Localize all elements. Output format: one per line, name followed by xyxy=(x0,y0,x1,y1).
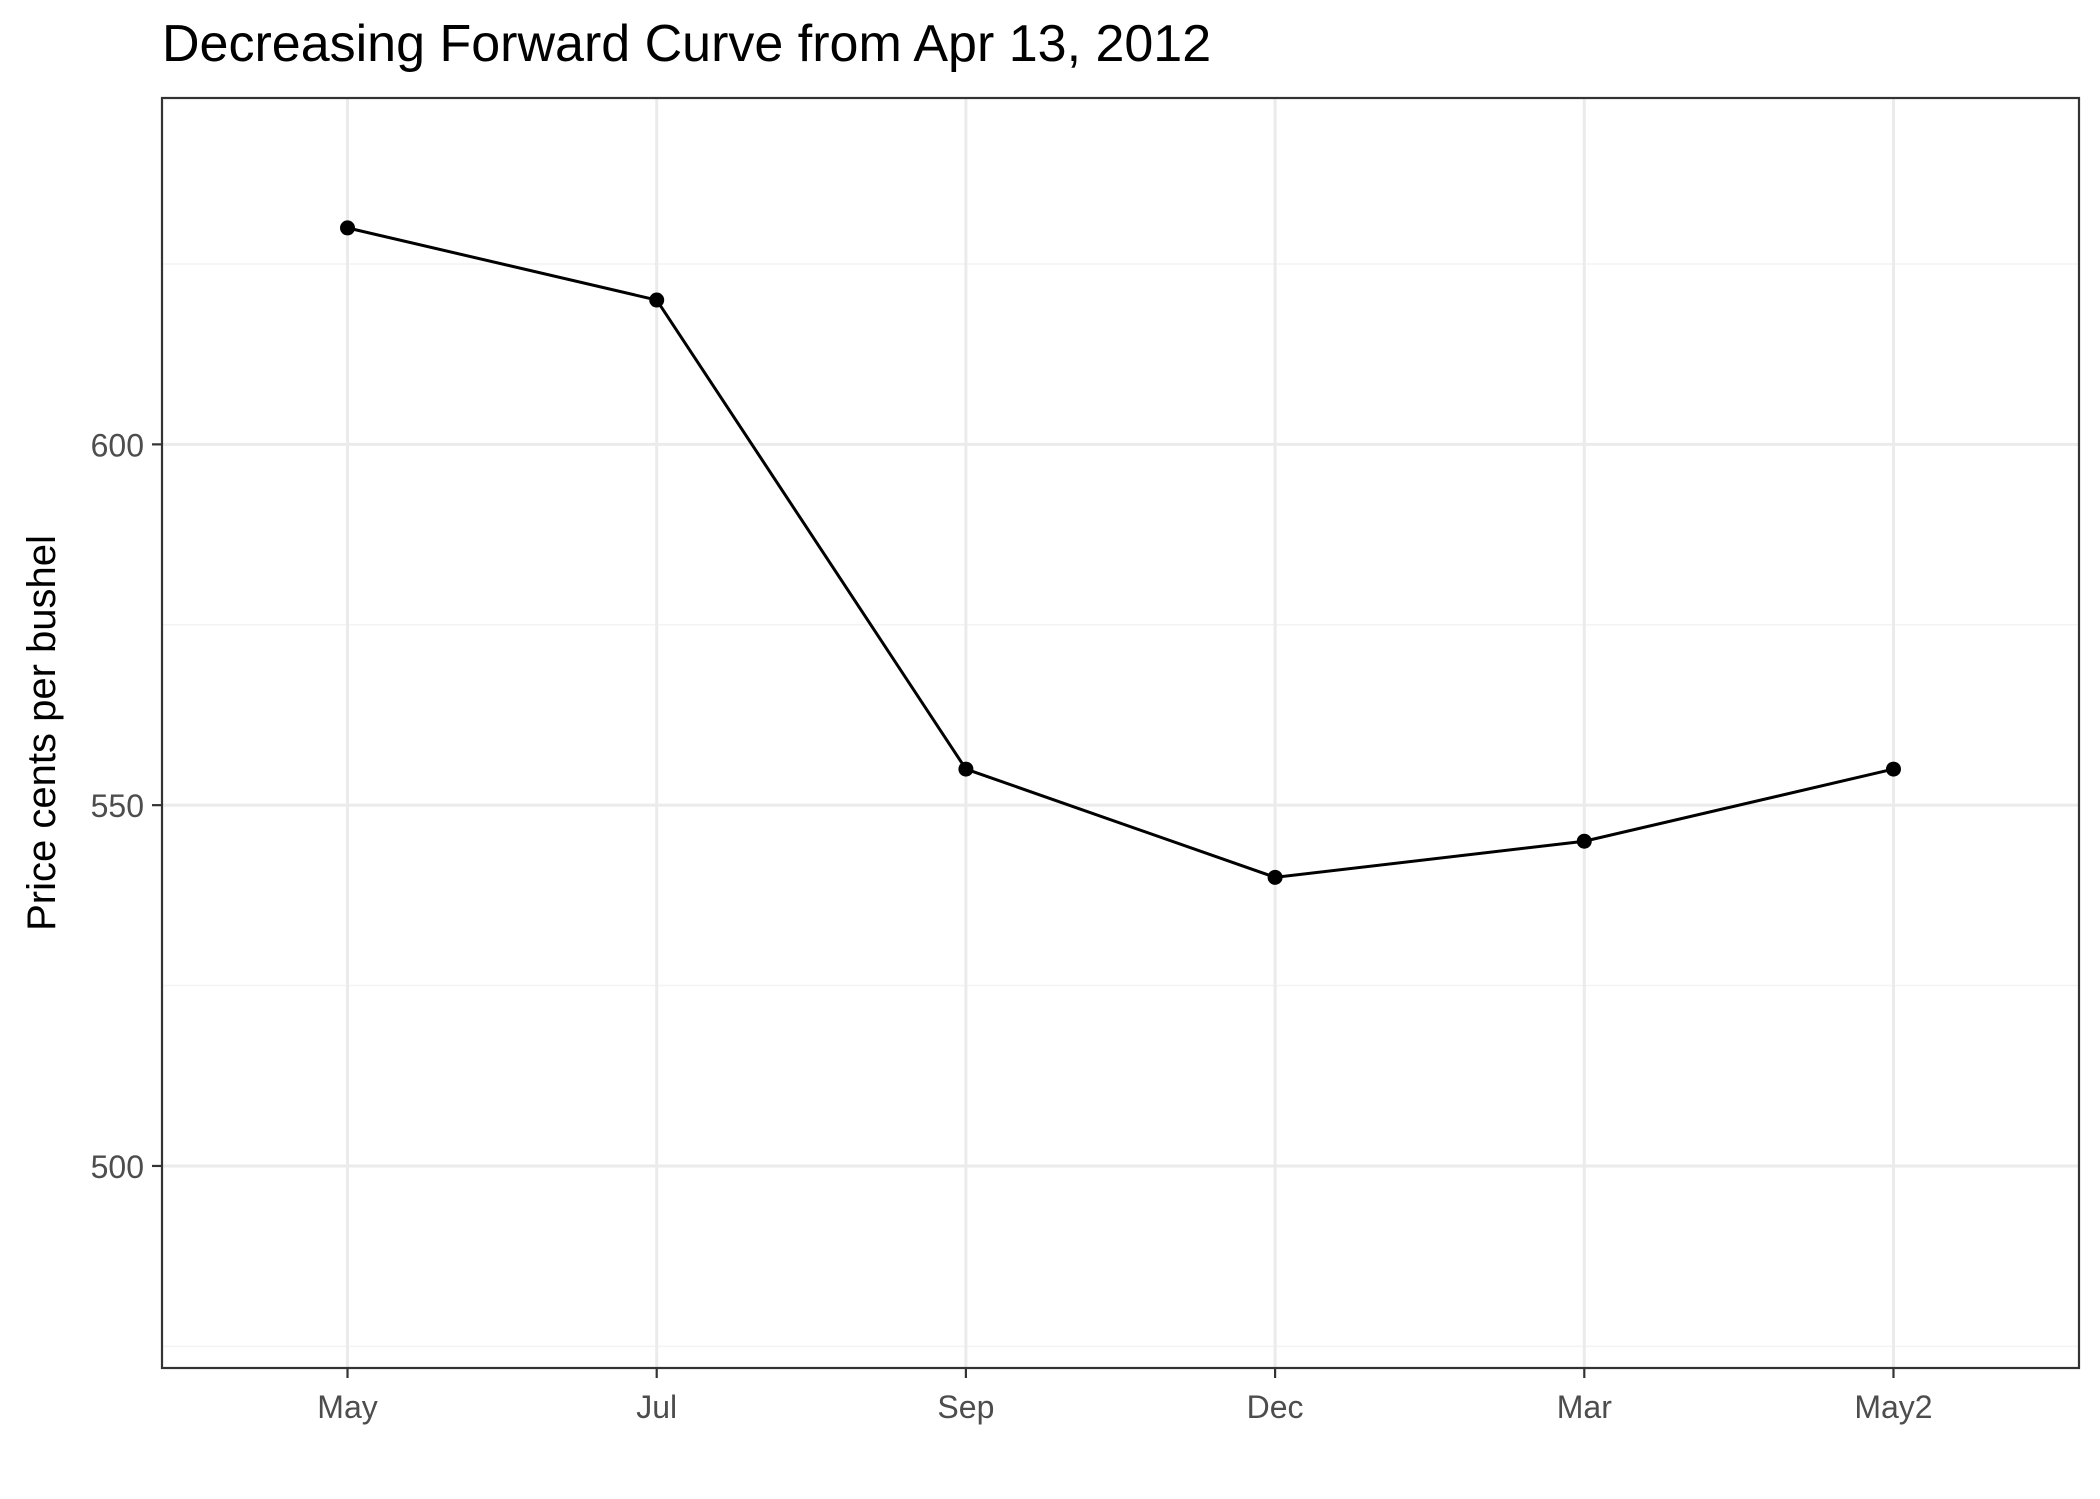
x-tick-label: Sep xyxy=(937,1389,994,1425)
x-tick-label: Mar xyxy=(1557,1389,1612,1425)
chart-title: Decreasing Forward Curve from Apr 13, 20… xyxy=(162,15,1212,73)
y-tick-label: 550 xyxy=(91,788,144,824)
data-point xyxy=(1885,761,1901,777)
y-axis-label: Price cents per bushel xyxy=(20,535,64,931)
data-point xyxy=(958,761,974,777)
data-point xyxy=(1267,869,1283,885)
grid-lines xyxy=(162,98,2079,1368)
x-tick-label: May2 xyxy=(1854,1389,1932,1425)
x-tick-label: Dec xyxy=(1247,1389,1304,1425)
series-line xyxy=(347,226,1894,879)
y-tick-label: 500 xyxy=(91,1149,144,1185)
axes: 500 550 600 May Jul Sep Dec Mar May2 xyxy=(91,427,1933,1425)
data-point xyxy=(1576,833,1592,849)
y-tick-label: 600 xyxy=(91,427,144,463)
x-tick-label: May xyxy=(317,1389,377,1425)
series-line-group xyxy=(347,226,1894,879)
data-point xyxy=(340,220,356,236)
panel-border xyxy=(160,96,2081,1370)
data-points xyxy=(340,220,1901,885)
x-tick-label: Jul xyxy=(636,1389,677,1425)
data-point xyxy=(649,292,665,308)
